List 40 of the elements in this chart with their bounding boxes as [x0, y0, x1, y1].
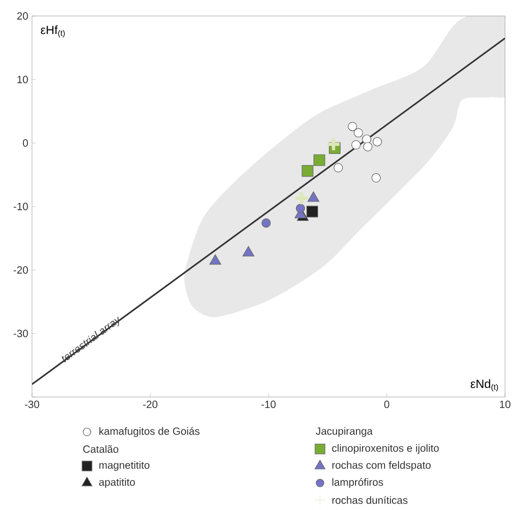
x-axis-title: εNd$_{(t)}$	[470, 379, 498, 392]
legend-label: magnetitito	[99, 461, 150, 471]
point	[334, 163, 343, 172]
legend-label: lamprófiros	[332, 478, 384, 488]
y-tick-label: -20	[14, 266, 28, 274]
point	[363, 142, 372, 152]
point	[372, 137, 382, 146]
point	[242, 246, 254, 256]
legend-label: rochas duníticas	[332, 496, 408, 504]
point	[372, 173, 381, 183]
x-tick-label: -30	[24, 400, 40, 408]
point	[354, 128, 363, 138]
x-tick-label: 10	[500, 400, 510, 408]
x-tick-label: -20	[143, 400, 158, 408]
legend-label: kamafugitos de Goiás	[99, 427, 200, 437]
legend-label: apatitito	[99, 478, 135, 488]
y-tick-label: -10	[14, 202, 28, 210]
point	[351, 140, 361, 150]
point	[362, 134, 372, 144]
legend-label: clinopiroxenitos e ijolito	[332, 444, 439, 454]
point	[314, 154, 326, 166]
point	[209, 254, 222, 265]
point	[348, 122, 358, 132]
x-tick-label: -10	[261, 400, 276, 408]
legend-label: rochas com feldspato	[332, 461, 431, 471]
point	[296, 204, 306, 213]
y-tick-label: 0	[22, 139, 28, 147]
y-tick-label: -30	[14, 330, 28, 338]
y-axis-title: εHf$_{(t)}$	[40, 25, 65, 38]
point	[294, 190, 310, 206]
x-tick-label: 0	[384, 400, 390, 408]
text: Jacupiranga	[316, 427, 373, 437]
point	[308, 191, 320, 202]
text: Catalão	[83, 445, 118, 453]
point	[326, 136, 342, 152]
point	[262, 218, 271, 228]
point	[306, 206, 318, 218]
y-tick-label: 10	[17, 76, 28, 84]
y-tick-label: 20	[17, 12, 28, 20]
point	[302, 165, 314, 177]
